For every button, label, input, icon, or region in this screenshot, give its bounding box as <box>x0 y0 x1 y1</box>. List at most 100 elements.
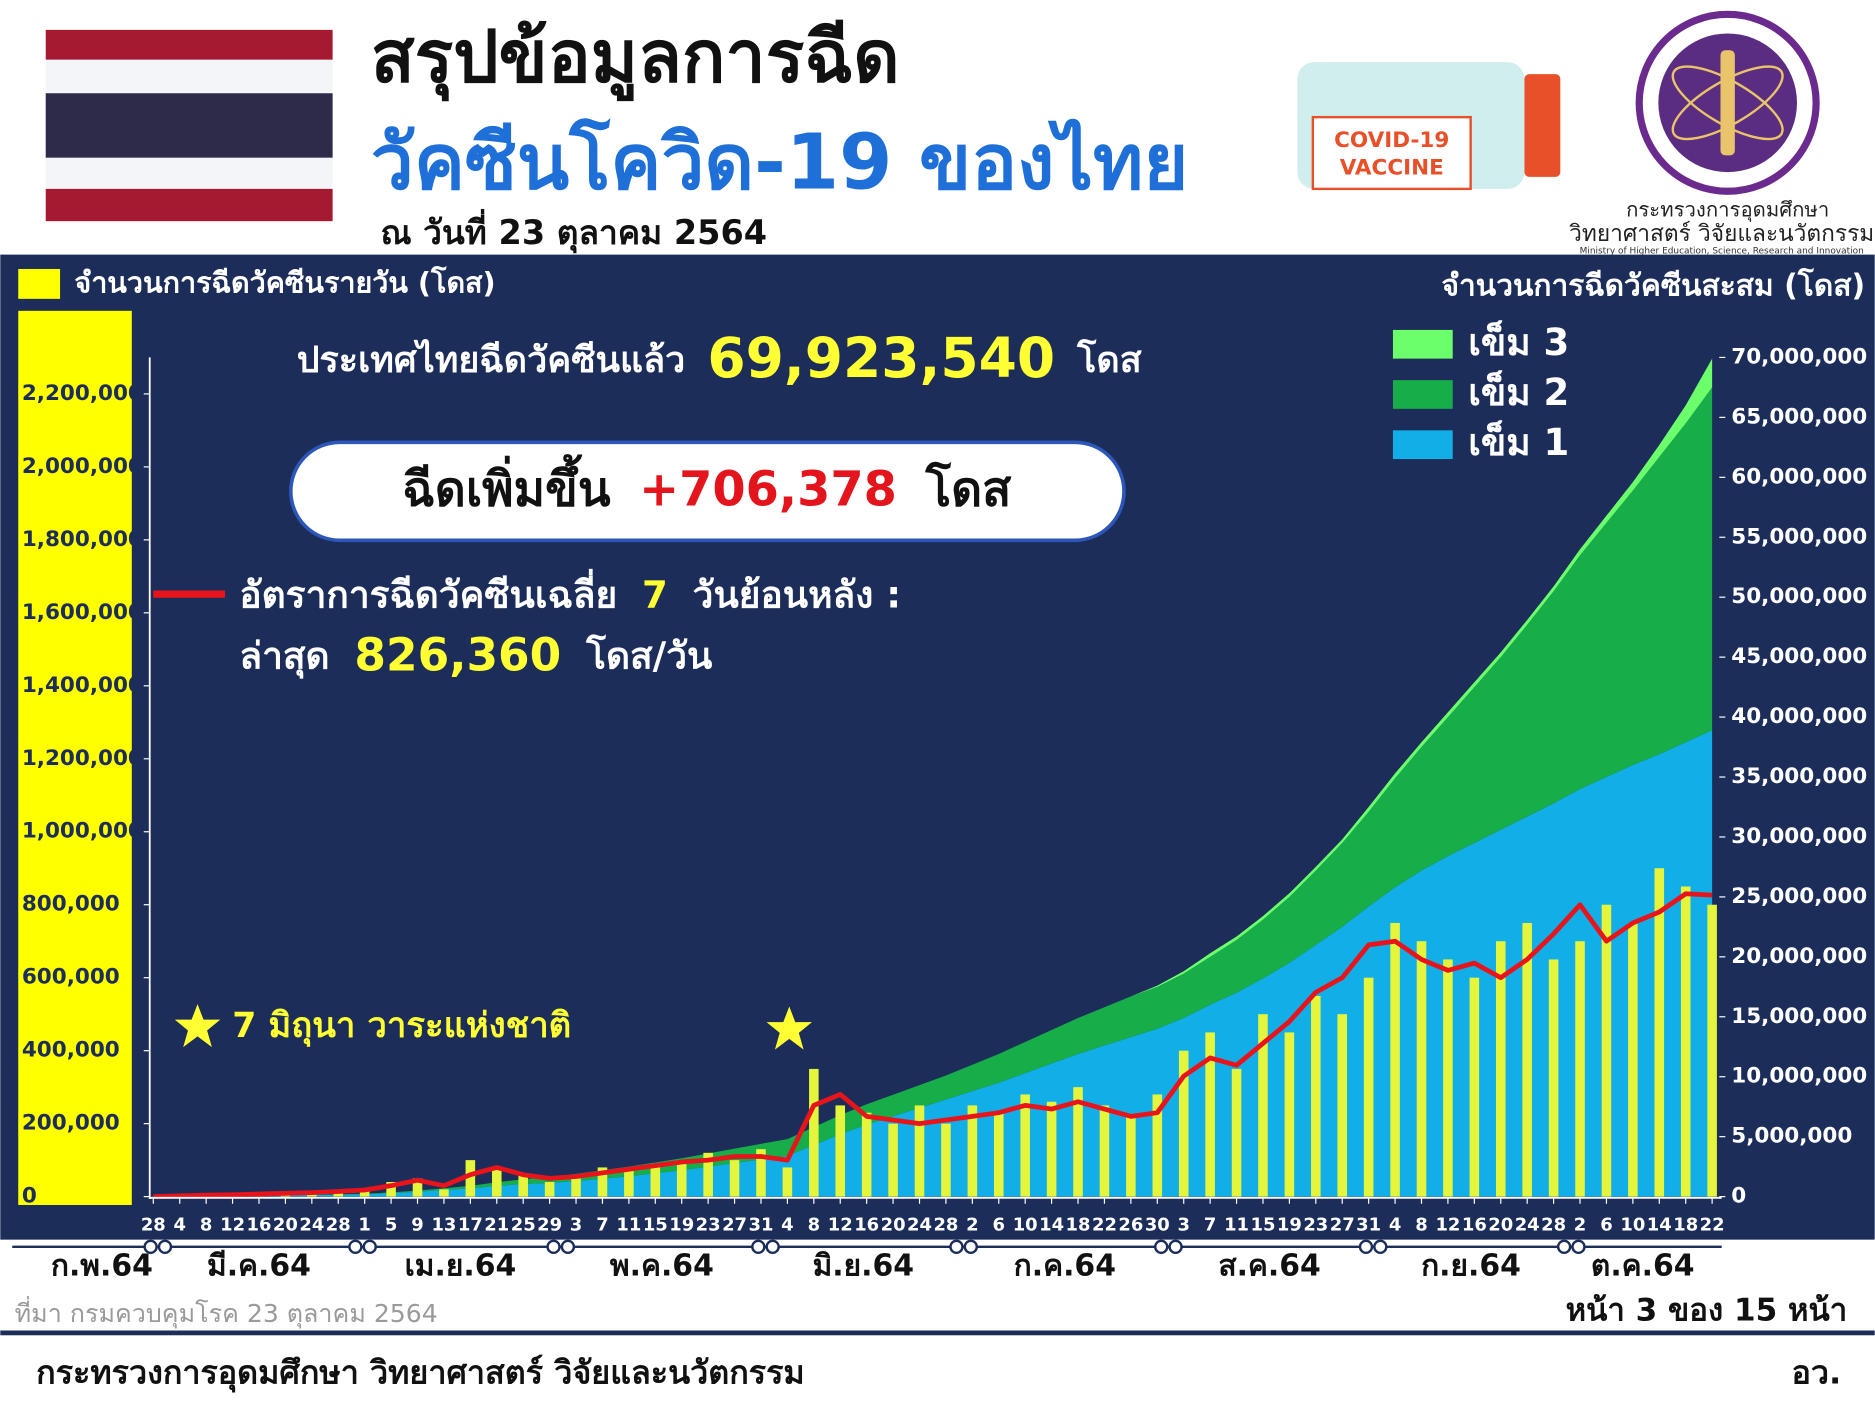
x-tick-label: 2 <box>1574 1214 1586 1235</box>
x-tick-label: 12 <box>220 1214 245 1235</box>
x-tick-label: 21 <box>484 1214 509 1235</box>
bar <box>993 1112 1004 1197</box>
x-tick-label: 10 <box>1620 1214 1645 1235</box>
bar <box>1020 1094 1030 1197</box>
x-tick-label: 11 <box>1224 1214 1249 1235</box>
bar <box>518 1174 528 1197</box>
bar <box>861 1112 872 1197</box>
timeline-dot <box>546 1239 561 1254</box>
y2-tick-label: 70,000,000 <box>1731 344 1867 369</box>
bar <box>835 1105 846 1197</box>
legend-swatch <box>1392 329 1453 359</box>
bar <box>1390 922 1400 1197</box>
star <box>766 1006 812 1050</box>
y2-tick-label: 10,000,000 <box>1731 1064 1867 1089</box>
bar <box>1548 959 1559 1197</box>
bar <box>1311 995 1321 1197</box>
ministry-logo <box>1635 10 1820 195</box>
left-axis-band <box>18 310 132 1205</box>
y-tick-label: 600,000 <box>22 965 120 990</box>
x-tick-label: 8 <box>808 1214 820 1235</box>
x-tick-label: 22 <box>1700 1214 1725 1235</box>
y2-tick-label: 60,000,000 <box>1731 464 1867 489</box>
x-tick-label: 24 <box>299 1214 324 1235</box>
date: ณ วันที่ 23 ตุลาคม 2564 <box>380 208 767 254</box>
bar <box>386 1182 396 1197</box>
bar <box>624 1171 634 1197</box>
average-unit: โดส/วัน <box>585 633 713 677</box>
flag-stripe <box>45 157 333 189</box>
month-label: ต.ค.64 <box>1591 1249 1695 1284</box>
y-tick-label: 1,400,000 <box>22 673 143 698</box>
timeline-dot <box>157 1239 173 1254</box>
increase-unit: โดส <box>924 461 1012 518</box>
y-tick-label: 2,200,000 <box>22 381 143 406</box>
x-tick-label: 28 <box>933 1214 958 1235</box>
bar <box>1126 1116 1136 1197</box>
y2-tick-label: 30,000,000 <box>1731 824 1867 849</box>
x-tick-label: 15 <box>1250 1214 1275 1235</box>
area <box>153 730 1713 1197</box>
page-number: หน้า 3 ของ 15 หน้า <box>1566 1292 1848 1328</box>
bar <box>1231 1068 1242 1197</box>
bar <box>1046 1101 1057 1197</box>
x-tick-label: 20 <box>881 1214 906 1235</box>
x-tick-label: 10 <box>1013 1214 1038 1235</box>
y2-tick-label: 40,000,000 <box>1731 704 1867 729</box>
vial-label <box>1311 115 1472 191</box>
vaccine-text: COVID-19 <box>1334 128 1449 153</box>
legend-swatch <box>18 268 61 299</box>
x-tick-label: 19 <box>1277 1214 1302 1235</box>
ministry-text: วิทยาศาสตร์ วิจัยและนวัตกรรม <box>1569 220 1874 247</box>
x-tick-label: 15 <box>643 1214 668 1235</box>
logo-orbit <box>1671 65 1784 141</box>
bar <box>1284 1032 1295 1197</box>
x-tick-label: 8 <box>1415 1214 1427 1235</box>
x-tick-label: 12 <box>828 1214 853 1235</box>
x-tick-label: 18 <box>1066 1214 1091 1235</box>
footer-short: อว. <box>1791 1354 1841 1392</box>
bar <box>1073 1087 1083 1197</box>
x-tick-label: 4 <box>781 1214 793 1235</box>
x-tick-label: 5 <box>385 1214 397 1235</box>
timeline-dot <box>560 1239 576 1254</box>
y2-tick-label: 5,000,000 <box>1731 1124 1852 1149</box>
summary-text: ประเทศไทยฉีดวัคซีนแล้ว <box>297 338 686 381</box>
right-axis-title: จำนวนการฉีดวัคซีนสะสม (โดส) <box>1442 266 1866 303</box>
subtitle: วัคซีนโควิด-19 ของไทย <box>371 117 1188 207</box>
x-tick-label: 18 <box>1673 1214 1698 1235</box>
bar <box>359 1189 370 1197</box>
vial-cap <box>1524 74 1561 177</box>
y2-tick-label: 35,000,000 <box>1731 764 1867 789</box>
legend-label: เข็ม 2 <box>1468 369 1569 414</box>
bar <box>571 1178 581 1197</box>
y2-tick-label: 20,000,000 <box>1731 944 1867 969</box>
y-tick-label: 400,000 <box>22 1038 120 1063</box>
bar <box>676 1160 687 1197</box>
x-tick-label: 14 <box>1647 1214 1672 1235</box>
x-tick-label: 4 <box>173 1214 185 1235</box>
x-tick-label: 19 <box>669 1214 694 1235</box>
average-legend: อัตราการฉีดวัคซีนเฉลี่ย 7 วันย้อนหลัง : <box>239 568 901 616</box>
x-tick-label: 8 <box>200 1214 212 1235</box>
x-tick-label: 29 <box>537 1214 562 1235</box>
bar <box>544 1182 555 1197</box>
x-tick-label: 24 <box>1515 1214 1540 1235</box>
x-tick-label: 2 <box>966 1214 978 1235</box>
bar <box>1495 941 1506 1197</box>
bar <box>1099 1105 1110 1197</box>
timeline-dot <box>1168 1239 1183 1254</box>
month-label: ก.ย.64 <box>1421 1249 1521 1284</box>
vaccine-text: VACCINE <box>1340 156 1444 181</box>
x-tick-label: 23 <box>696 1214 721 1235</box>
y-tick-label: 1,200,000 <box>22 746 143 771</box>
x-tick-label: 6 <box>1600 1214 1612 1235</box>
flag-stripe <box>45 29 333 60</box>
bar <box>1601 904 1612 1197</box>
bar <box>941 1123 951 1197</box>
x-tick-label: 4 <box>1389 1214 1401 1235</box>
divider <box>0 1330 1875 1336</box>
x-tick-label: 24 <box>907 1214 932 1235</box>
